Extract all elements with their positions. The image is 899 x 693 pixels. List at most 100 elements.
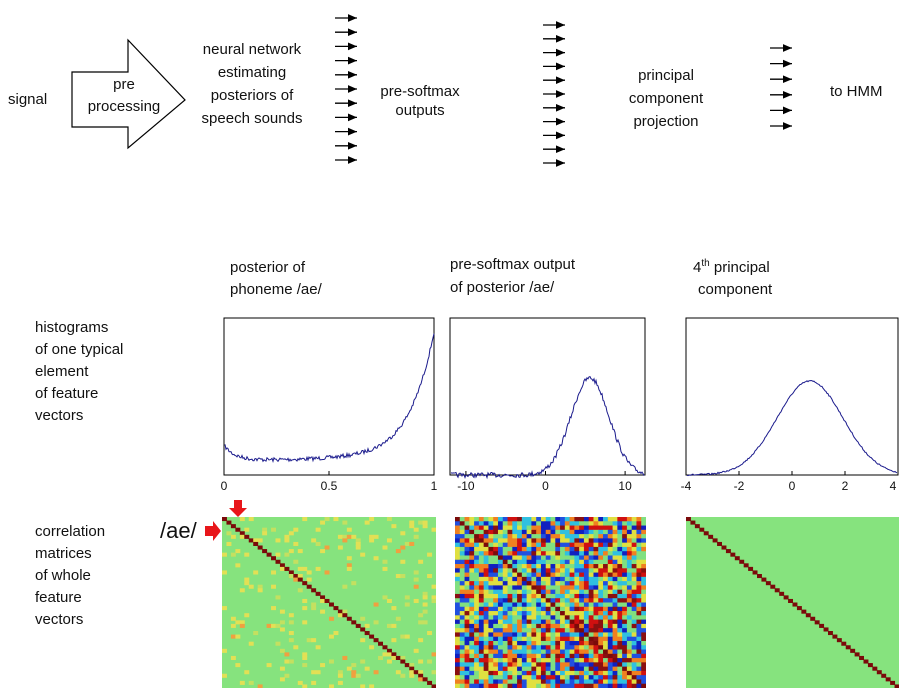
- matrix-cell: [464, 564, 470, 569]
- matrix-cell: [474, 670, 480, 676]
- matrix-cell: [507, 542, 513, 548]
- matrix-cell: [617, 623, 623, 629]
- matrix-cell: [894, 684, 899, 688]
- matrix-cell: [636, 542, 642, 548]
- matrix-cell: [617, 636, 623, 642]
- matrix-cell: [636, 619, 642, 625]
- matrix-cell: [253, 541, 259, 546]
- matrix-cell: [464, 589, 470, 595]
- matrix-cell: [574, 529, 580, 535]
- matrix-cell: [497, 546, 504, 552]
- matrix-cell: [593, 615, 599, 621]
- tick-label: 10: [618, 479, 632, 493]
- matrix-cell: [497, 521, 504, 527]
- matrix-cell: [579, 559, 585, 565]
- matrix-cell: [560, 551, 566, 556]
- matrix-cell: [459, 606, 466, 612]
- matrix-cell: [564, 615, 571, 621]
- matrix-cell: [617, 649, 623, 655]
- matrix-cell: [455, 645, 461, 651]
- matrix-cell: [536, 662, 542, 668]
- matrix-cell: [531, 675, 537, 680]
- matrix-cell: [579, 619, 585, 625]
- matrix-cell: [521, 517, 528, 522]
- matrix-cell: [346, 534, 352, 539]
- matrix-cell: [337, 613, 343, 618]
- matrix-cell: [400, 574, 406, 579]
- matrix-cell: [386, 659, 392, 664]
- matrix-cell: [583, 576, 590, 582]
- matrix-cell: [526, 606, 532, 612]
- matrix-cell: [502, 525, 509, 531]
- matrix-cell: [555, 649, 561, 655]
- matrix-cell: [531, 564, 537, 569]
- matrix-cell: [311, 588, 317, 593]
- matrix-cell: [455, 611, 461, 616]
- matrix-cell: [555, 534, 561, 539]
- matrix-cell: [593, 679, 599, 685]
- matrix-cell: [622, 559, 628, 565]
- matrix-cell: [593, 585, 599, 591]
- matrix-cell: [526, 589, 532, 595]
- matrix-cell: [230, 623, 236, 628]
- matrix-cell: [469, 521, 475, 527]
- matrix-cell: [574, 615, 580, 621]
- matrix-cell: [536, 606, 542, 612]
- matrix-cell: [413, 527, 419, 532]
- matrix-cell: [593, 619, 599, 625]
- matrix-cell: [474, 581, 480, 586]
- matrix-cell: [497, 636, 504, 642]
- matrix-cell: [507, 529, 513, 535]
- matrix-cell: [588, 538, 594, 544]
- matrix-cell: [560, 525, 566, 531]
- matrix-cell: [222, 648, 227, 653]
- matrix-cell: [579, 675, 585, 680]
- matrix-cell: [455, 546, 461, 552]
- matrix-cell: [607, 568, 614, 574]
- matrix-cell: [579, 606, 585, 612]
- matrix-cell: [607, 628, 614, 633]
- matrix-cell: [588, 628, 594, 633]
- matrix-cell: [497, 615, 504, 621]
- matrix-cell: [622, 645, 628, 651]
- matrix-cell: [507, 585, 513, 591]
- matrix-cell: [536, 670, 542, 676]
- matrix-cell: [526, 559, 532, 565]
- matrix-cell: [512, 589, 518, 595]
- matrix-cell: [488, 538, 494, 544]
- matrix-cell: [583, 666, 590, 672]
- matrix-cell: [517, 555, 523, 561]
- matrix-cell: [617, 670, 623, 676]
- matrix-cell: [531, 683, 537, 688]
- matrix-cell: [262, 549, 268, 554]
- matrix-cell: [464, 649, 470, 655]
- matrix-cell: [497, 658, 504, 663]
- matrix-cell: [564, 581, 571, 586]
- matrix-cell: [617, 572, 623, 578]
- matrix-cell: [564, 675, 571, 680]
- matrix-cell: [622, 598, 628, 603]
- matrix-cell: [351, 673, 357, 678]
- matrix-cell: [488, 666, 494, 672]
- matrix-cell: [512, 683, 518, 688]
- tick-label: -4: [681, 479, 692, 493]
- matrix-cell: [521, 653, 528, 659]
- matrix-cell: [617, 568, 623, 574]
- row-label: vectors: [35, 407, 83, 424]
- matrix-cell: [483, 632, 489, 638]
- matrix-cell: [497, 551, 504, 556]
- matrix-cell: [550, 576, 556, 582]
- matrix-cell: [588, 585, 594, 591]
- matrix-cell: [455, 593, 461, 599]
- matrix-cell: [512, 598, 518, 603]
- matrix-cell: [583, 675, 590, 680]
- matrix-cell: [574, 670, 580, 676]
- matrix-cell: [531, 585, 537, 591]
- matrix-cell: [502, 602, 509, 608]
- matrix-cell: [512, 564, 518, 569]
- matrix-cell: [593, 534, 599, 539]
- matrix-cell: [512, 534, 518, 539]
- matrix-cell: [478, 585, 485, 591]
- matrix-cell: [564, 679, 571, 685]
- matrix-cell: [469, 525, 475, 531]
